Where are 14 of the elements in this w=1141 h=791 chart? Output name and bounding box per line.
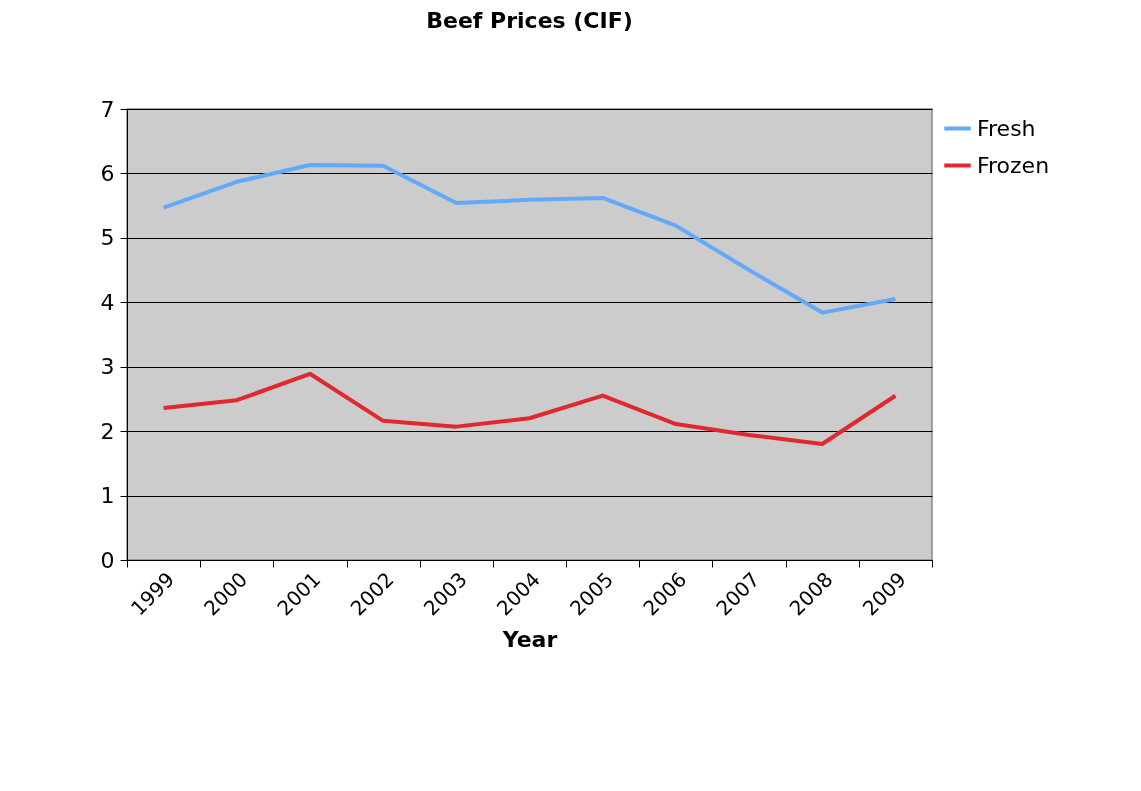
- line-series: [161, 163, 898, 315]
- y-tick-label: 4: [100, 289, 115, 315]
- y-tick-label: 6: [100, 160, 115, 186]
- y-tick-label: 2: [100, 418, 115, 444]
- y-tick-label: 0: [100, 547, 115, 573]
- legend-label: Frozen: [977, 152, 1050, 178]
- legend-label: Fresh: [977, 115, 1036, 141]
- y-tick-label: 5: [100, 225, 115, 251]
- y-tick-label: 3: [100, 354, 115, 380]
- chart-title: Beef Prices (CIF): [426, 8, 633, 33]
- y-tick-label: 7: [100, 96, 115, 122]
- y-tick-label: 1: [100, 483, 115, 509]
- line-series: [161, 371, 898, 447]
- x-axis-title: Year: [501, 626, 558, 652]
